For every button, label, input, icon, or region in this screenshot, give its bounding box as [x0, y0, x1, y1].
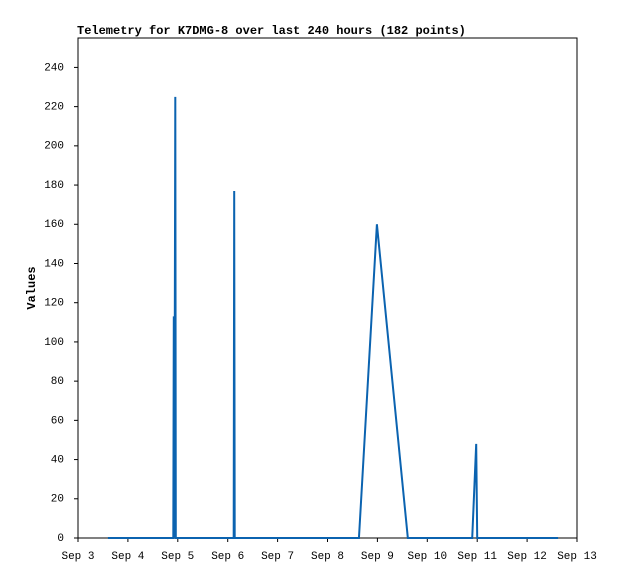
y-tick-label: 100	[44, 337, 64, 349]
y-tick-label: 240	[44, 62, 64, 74]
y-tick-label: 20	[51, 494, 64, 506]
y-tick-label: 140	[44, 258, 64, 270]
x-tick-label: Sep 5	[161, 551, 194, 563]
y-axis-label: Values	[25, 266, 39, 309]
x-tick-label: Sep 11	[457, 551, 497, 563]
y-tick-label: 60	[51, 415, 64, 427]
x-tick-label: Sep 10	[407, 551, 447, 563]
y-tick-label: 40	[51, 454, 64, 466]
y-tick-label: 180	[44, 180, 64, 192]
x-tick-label: Sep 6	[211, 551, 244, 563]
x-tick-label: Sep 4	[111, 551, 144, 563]
y-tick-label: 160	[44, 219, 64, 231]
x-tick-label: Sep 3	[61, 551, 94, 563]
x-tick-label: Sep 13	[557, 551, 597, 563]
line	[107, 96, 559, 539]
plot-frame	[77, 37, 578, 539]
y-tick-label: 220	[44, 102, 64, 114]
x-tick-label: Sep 8	[311, 551, 344, 563]
y-tick-label: 80	[51, 376, 64, 388]
y-tick-label: 120	[44, 298, 64, 310]
x-tick-label: Sep 12	[507, 551, 547, 563]
chart-title: Telemetry for K7DMG-8 over last 240 hour…	[77, 24, 466, 38]
x-tick-label: Sep 7	[261, 551, 294, 563]
y-tick-label: 200	[44, 141, 64, 153]
x-tick-label: Sep 9	[361, 551, 394, 563]
y-tick-label: 0	[57, 533, 64, 545]
